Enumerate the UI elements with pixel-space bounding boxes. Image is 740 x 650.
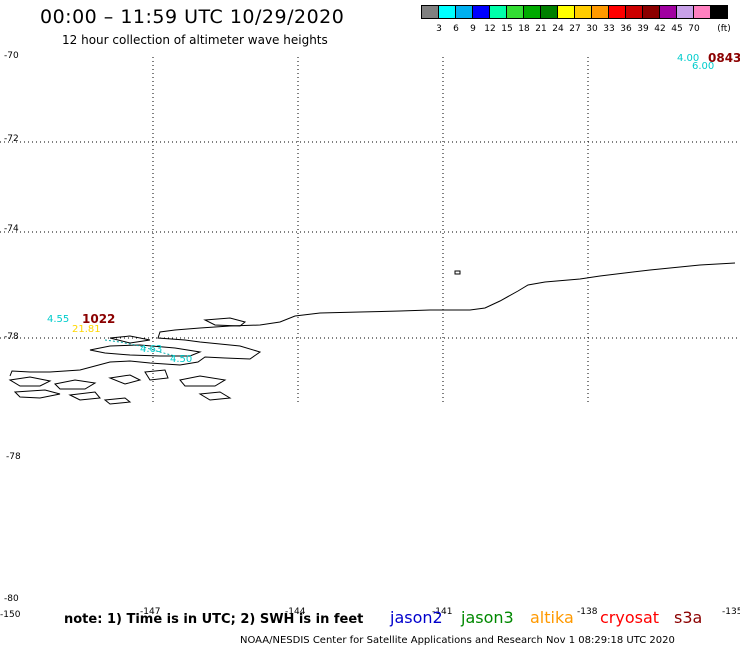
- footer-note: note: 1) Time is in UTC; 2) SWH is in fe…: [64, 612, 364, 627]
- island-outline: [53, 379, 97, 390]
- satellite-track: [104, 339, 176, 357]
- island-outline: [109, 335, 151, 344]
- satellite-name: jason3: [461, 608, 514, 627]
- island-outline: [198, 391, 232, 401]
- y-tick-label: -74: [4, 224, 19, 234]
- satellite-name: altika: [530, 608, 574, 627]
- x-tick-label: -147: [140, 607, 160, 617]
- island-outline: [68, 391, 101, 401]
- island-outline: [89, 344, 202, 357]
- swh-label: 4.00: [677, 53, 699, 64]
- colorbar-label: 70: [688, 24, 700, 34]
- coastline: [203, 317, 247, 327]
- island-outline: [103, 397, 132, 405]
- chart-title: 00:00 – 11:59 UTC 10/29/2020: [40, 6, 345, 28]
- x-tick-label: -141: [432, 607, 452, 617]
- colorbar-label: 21: [535, 24, 547, 34]
- island-outline: [13, 389, 61, 399]
- track-time-label: 0843: [708, 51, 740, 65]
- colorbar-label: 42: [654, 24, 666, 34]
- colorbar-label: 30: [586, 24, 598, 34]
- colorbar-label: 12: [484, 24, 496, 34]
- colorbar-label: 27: [569, 24, 581, 34]
- y-tick-label: -70: [4, 51, 19, 61]
- y-tick-label: -72: [4, 134, 19, 144]
- colorbar-label: 39: [637, 24, 649, 34]
- x-tick-label: -144: [285, 607, 306, 617]
- colorbar-label: 18: [518, 24, 530, 34]
- satellite-name: jason2: [390, 608, 443, 627]
- colorbar-label: 9: [470, 24, 476, 34]
- y-tick-label: -78: [6, 452, 21, 462]
- chart-subtitle: 12 hour collection of altimeter wave hei…: [62, 33, 328, 47]
- colorbar-label: 3: [436, 24, 442, 34]
- island-outline: [108, 374, 142, 385]
- island-outline: [454, 270, 461, 275]
- x-tick-label: -135: [722, 607, 740, 617]
- y-tick-label: -78: [4, 332, 19, 342]
- y-tick-label: -80: [4, 594, 19, 604]
- colorbar-label: 6: [453, 24, 459, 34]
- x-tick-label: -150: [0, 610, 21, 620]
- swh-label: 6.00: [692, 61, 714, 72]
- swh-label: 4.63: [140, 344, 162, 355]
- colorbar-label: 36: [620, 24, 632, 34]
- swh-label: 21.81: [72, 324, 101, 335]
- island-outline: [8, 376, 52, 387]
- satellite-name: cryosat: [600, 608, 660, 627]
- island-outline: [144, 369, 169, 381]
- island-outline: [179, 375, 227, 387]
- track-time-label: 1022: [82, 312, 115, 326]
- colorbar-label: 45: [671, 24, 683, 34]
- colorbar-swatch: [710, 5, 728, 19]
- coastline: [9, 262, 736, 377]
- swh-label: 4.55: [47, 314, 69, 325]
- swh-label: 4.50: [170, 354, 192, 365]
- x-tick-label: -138: [577, 607, 598, 617]
- colorbar-label: 24: [552, 24, 564, 34]
- credit-line: NOAA/NESDIS Center for Satellite Applica…: [240, 635, 675, 646]
- colorbar-label: 33: [603, 24, 615, 34]
- colorbar-unit: (ft): [717, 24, 731, 34]
- colorbar-label: 15: [501, 24, 513, 34]
- satellite-name: s3a: [674, 608, 703, 627]
